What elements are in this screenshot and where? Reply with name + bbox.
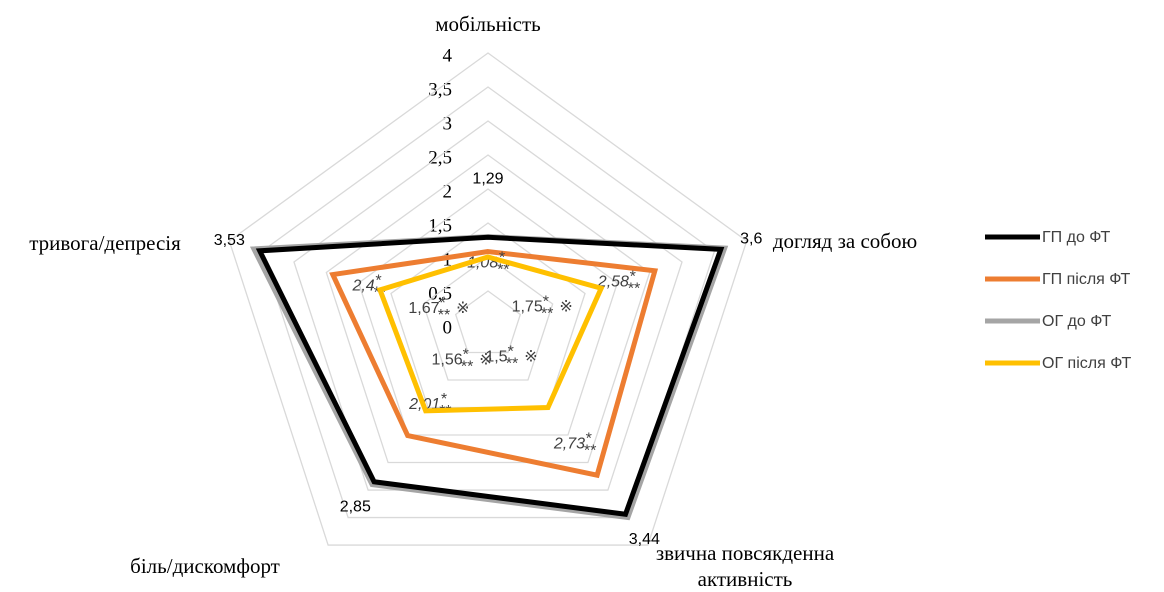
data-label-value: 2,73 [553, 436, 585, 453]
legend-label: ГП після ФТ [1042, 271, 1131, 288]
data-label-value: 1,29 [472, 170, 503, 187]
data-label: 3,6 [740, 231, 762, 248]
r-tick-label: 0 [443, 317, 453, 338]
data-label-value: 3,44 [629, 531, 660, 548]
category-label: звична повсякденна активність [655, 541, 835, 591]
data-label-value: 1,75 [512, 299, 543, 316]
grid-ring [325, 154, 651, 464]
grid-ring [454, 290, 522, 354]
r-tick-label: 2 [443, 181, 453, 202]
r-tick-label: 2,5 [428, 147, 452, 168]
data-label: 2,73* ** [553, 431, 597, 460]
category-label: догляд за собою [772, 229, 918, 253]
r-tick-label: 3,5 [428, 79, 452, 100]
r-tick-label: 0,5 [428, 283, 452, 304]
label-mark: ※ [456, 300, 469, 317]
label-mark: ※ [479, 352, 492, 369]
label-mark: ** [627, 281, 640, 298]
data-label: 3,53 [214, 232, 245, 249]
legend-label: ОГ після ФТ [1042, 355, 1131, 372]
data-label-value: 3,53 [214, 232, 245, 249]
category-label: мобільність [435, 12, 541, 36]
grid-ring [228, 52, 748, 546]
label-mark: * [508, 344, 514, 361]
label-mark: ** [583, 443, 596, 460]
category-label: тривога/депресія [29, 231, 181, 255]
grid-ring [293, 120, 683, 491]
category-label: біль/дискомфорт [130, 554, 280, 578]
label-mark: * [585, 431, 592, 448]
label-mark: * [440, 391, 447, 408]
label-mark: * [439, 295, 445, 312]
data-label-value: 2,85 [340, 499, 371, 516]
data-label: 1,75* ** ※ [512, 294, 573, 323]
series-line [329, 249, 659, 479]
data-label-value: 2,4 [351, 278, 374, 295]
label-mark: * [463, 347, 469, 364]
label-mark: ※ [524, 349, 537, 366]
r-tick-label: 1,5 [428, 215, 452, 236]
data-label-value: 1,56 [431, 352, 462, 369]
label-mark: ** [461, 359, 473, 376]
data-label: 1,08* ** [467, 250, 510, 279]
data-label: 2,58* ** [597, 269, 641, 298]
label-mark: ** [496, 262, 509, 279]
label-mark: ** [541, 306, 553, 323]
label-mark: ** [506, 356, 518, 373]
data-label: 3,44 [629, 531, 660, 548]
label-mark: * [375, 273, 382, 290]
legend-label: ОГ до ФТ [1042, 313, 1112, 330]
label-mark: * [629, 269, 636, 286]
label-mark: * [543, 294, 549, 311]
data-label: 2,85 [340, 499, 371, 516]
data-label: 1,56* ** ※ [431, 347, 492, 376]
data-label: 1,67* ** ※ [408, 295, 469, 324]
grid-ring [260, 86, 716, 519]
data-label-value: 1,5 [485, 349, 507, 366]
data-label-value: 1,67 [408, 300, 439, 317]
data-label-value: 2,58 [597, 274, 629, 291]
data-label: 1,5* ** ※ [485, 344, 537, 373]
data-label: 2,01* ** [408, 391, 452, 420]
label-mark: ※ [559, 299, 572, 316]
r-tick-label: 3 [443, 113, 453, 134]
label-mark: ** [438, 307, 450, 324]
grid-ring [422, 256, 554, 381]
series-line [255, 234, 725, 517]
data-label: 1,29 [472, 170, 503, 187]
r-tick-label: 4 [443, 45, 453, 66]
series-line [376, 254, 605, 414]
legend-label: ГП до ФТ [1042, 229, 1111, 246]
data-label-value: 3,6 [740, 231, 762, 248]
